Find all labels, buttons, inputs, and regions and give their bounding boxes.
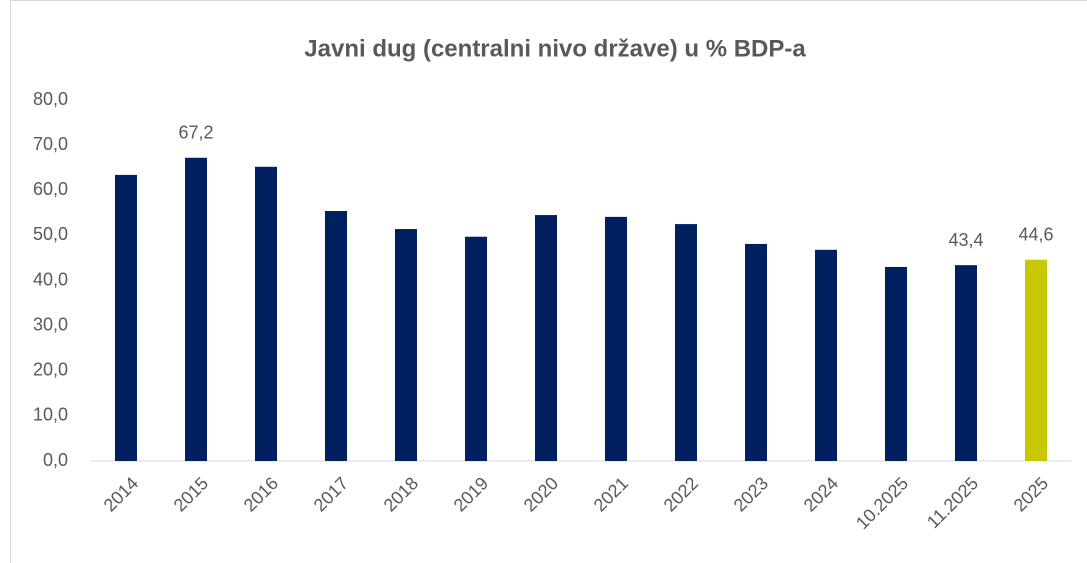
bar [885, 266, 907, 461]
bar [465, 236, 487, 461]
data-label: 67,2 [178, 123, 213, 143]
y-tick-label: 70,0 [33, 134, 68, 154]
bar [395, 229, 417, 461]
y-tick-label: 80,0 [33, 89, 68, 109]
y-tick-label: 10,0 [33, 405, 68, 425]
bar [675, 224, 697, 461]
data-label: 43,4 [948, 230, 983, 250]
y-tick-label: 60,0 [33, 179, 68, 199]
chart-title: Javni dug (centralni nivo države) u % BD… [304, 35, 806, 62]
data-label: 44,6 [1018, 224, 1053, 244]
bar [325, 211, 347, 461]
bar [255, 166, 277, 461]
bar [535, 215, 557, 461]
y-tick-label: 40,0 [33, 269, 68, 289]
bar [185, 157, 207, 461]
y-tick-label: 20,0 [33, 360, 68, 380]
bar [745, 243, 767, 461]
y-tick-label: 30,0 [33, 314, 68, 334]
bar [955, 265, 977, 461]
y-tick-label: 0,0 [43, 450, 68, 470]
bar [1025, 259, 1047, 461]
bar [605, 216, 627, 461]
bar [115, 174, 137, 461]
y-tick-label: 50,0 [33, 224, 68, 244]
bar [815, 249, 837, 461]
